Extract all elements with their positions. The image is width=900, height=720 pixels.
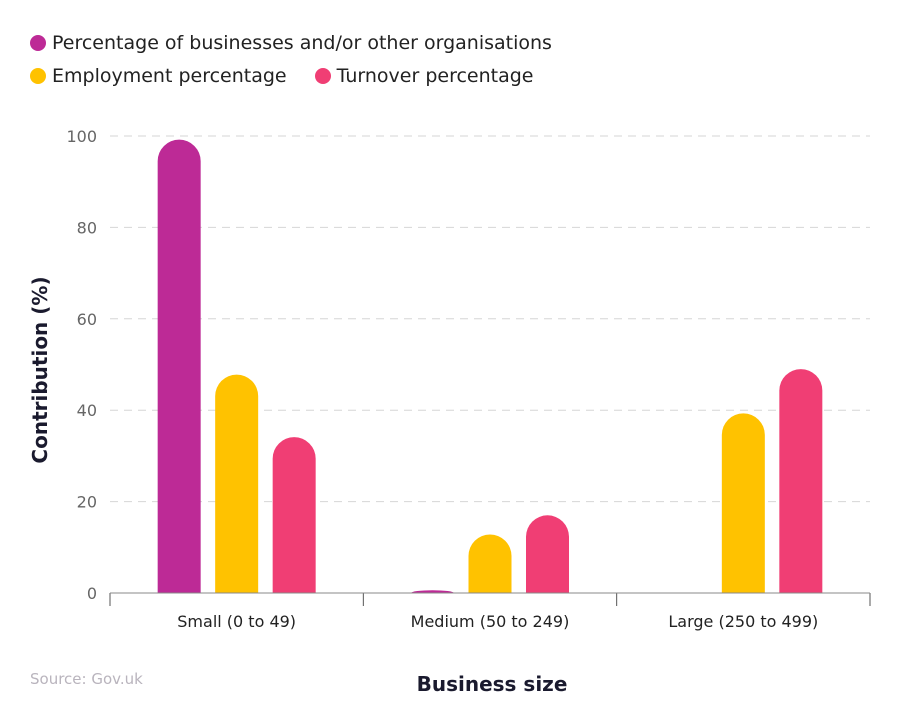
legend-item-employment: Employment percentage: [30, 65, 287, 87]
bar-2-1: [721, 413, 765, 593]
bar-0-2: [272, 437, 316, 593]
bar-1-0: [411, 590, 454, 593]
legend-swatch-employment: [30, 67, 46, 84]
x-tick-label: Medium (50 to 249): [411, 612, 570, 631]
y-tick-label: 60: [77, 310, 97, 329]
x-axis-label: Business size: [416, 672, 568, 696]
y-tick-label: 40: [77, 401, 97, 420]
x-tick-label: Large (250 to 499): [668, 612, 818, 631]
legend-item-turnover: Turnover percentage: [314, 64, 534, 87]
legend-item-businesses: Percentage of businesses and/or other or…: [30, 32, 552, 54]
legend-swatch-turnover: [314, 67, 331, 84]
bar-0-1: [215, 374, 259, 593]
y-tick-label: 100: [66, 127, 97, 146]
source-note: Source: Gov.uk: [30, 670, 143, 688]
legend-swatch-businesses: [30, 34, 46, 51]
bar-2-2: [779, 369, 823, 593]
legend-label: Percentage of businesses and/or other or…: [52, 31, 552, 54]
y-tick-label: 80: [77, 218, 97, 237]
bar-0-0: [157, 139, 201, 593]
legend-label: Turnover percentage: [336, 64, 534, 87]
bar-1-2: [526, 515, 569, 593]
legend-label: Employment percentage: [52, 64, 287, 87]
bar-1-1: [468, 534, 512, 593]
y-tick-label: 0: [87, 584, 97, 603]
legend: Percentage of businesses and/or other or…: [30, 26, 580, 92]
y-tick-label: 20: [77, 493, 97, 512]
x-tick-label: Small (0 to 49): [177, 612, 296, 631]
y-axis-label: Contribution (%): [28, 276, 52, 464]
